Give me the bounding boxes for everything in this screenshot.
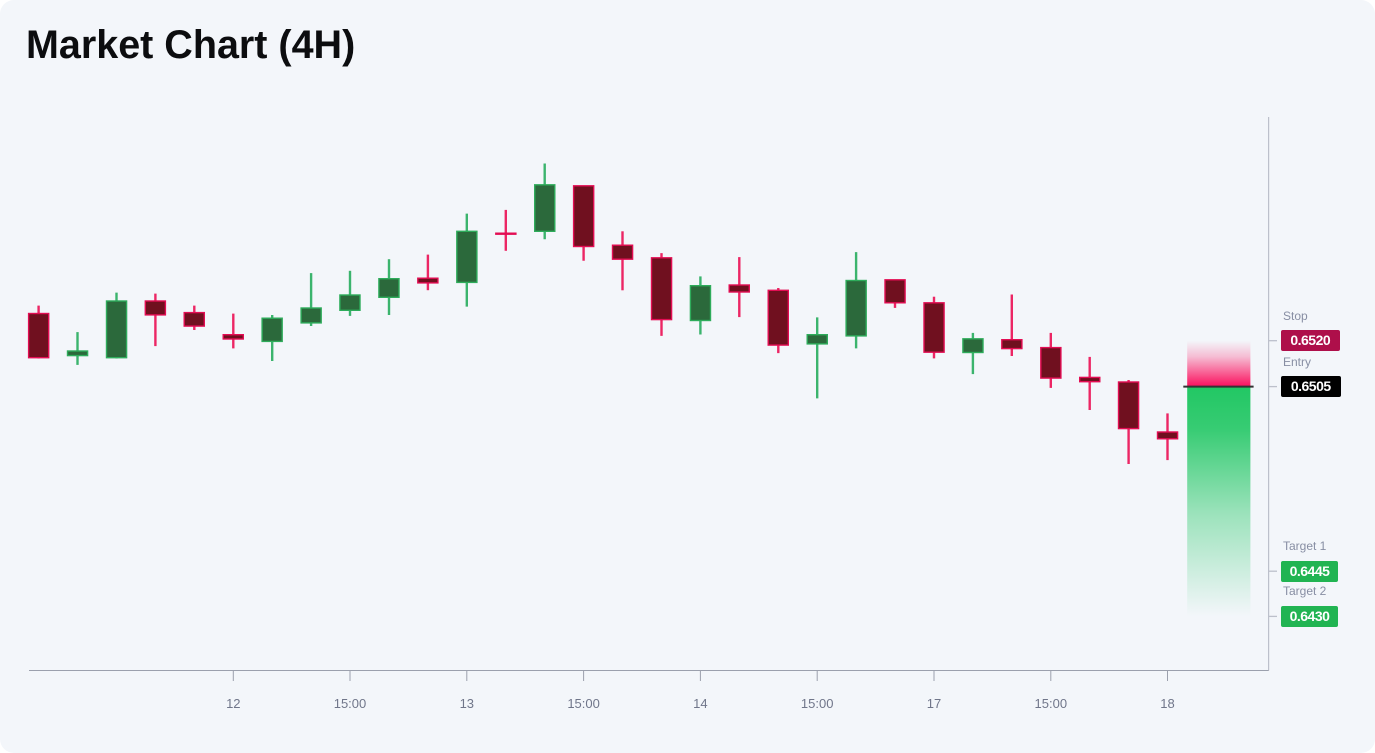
svg-text:14: 14 (693, 696, 707, 711)
svg-text:15:00: 15:00 (1035, 696, 1068, 711)
svg-text:13: 13 (460, 696, 474, 711)
svg-text:18: 18 (1160, 696, 1174, 711)
svg-text:17: 17 (927, 696, 941, 711)
svg-text:15:00: 15:00 (801, 696, 834, 711)
svg-text:12: 12 (226, 696, 240, 711)
svg-text:15:00: 15:00 (334, 696, 367, 711)
svg-text:15:00: 15:00 (567, 696, 600, 711)
